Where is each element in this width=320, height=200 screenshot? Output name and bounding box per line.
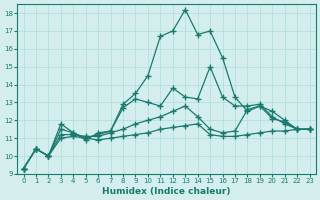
X-axis label: Humidex (Indice chaleur): Humidex (Indice chaleur) <box>102 187 231 196</box>
